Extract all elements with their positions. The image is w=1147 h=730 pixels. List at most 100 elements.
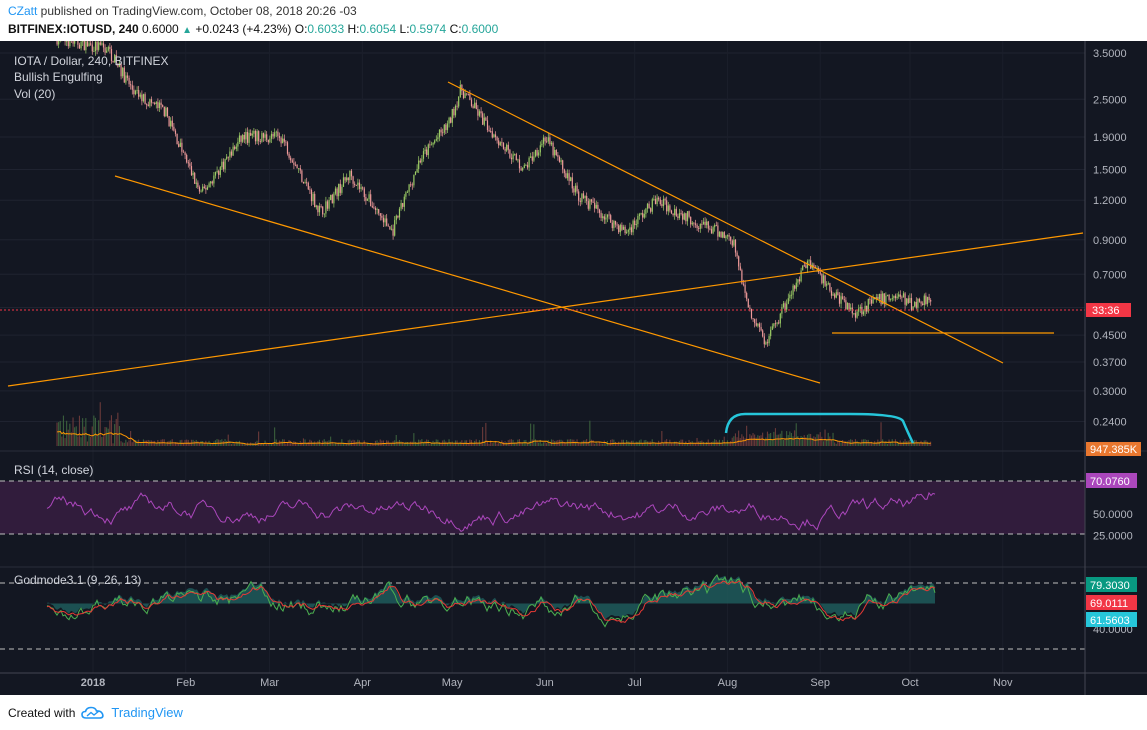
volume-bar <box>379 439 381 446</box>
candle-body <box>755 323 757 326</box>
author-link[interactable]: CZatt <box>8 4 38 18</box>
candle-body <box>203 186 205 189</box>
candle-body <box>701 224 703 225</box>
candle-body <box>485 117 487 121</box>
candle-body <box>222 161 225 170</box>
candle-body <box>162 105 164 107</box>
candle-body <box>749 307 751 309</box>
volume-bar <box>176 442 178 446</box>
candle-body <box>362 187 364 189</box>
candle-body <box>427 144 429 156</box>
candle-body <box>459 84 461 97</box>
candle-body <box>925 295 927 304</box>
candle-body <box>466 93 468 95</box>
volume-bar <box>414 441 416 446</box>
volume-bar <box>302 438 304 446</box>
candle-body <box>928 296 930 300</box>
candle-body <box>810 260 812 269</box>
candle-body <box>741 270 743 284</box>
candle-body <box>861 306 863 315</box>
trendlines <box>0 81 1085 444</box>
candle-body <box>74 41 76 44</box>
volume-bar <box>64 438 66 446</box>
candle-body <box>650 208 652 212</box>
volume-bar <box>883 442 885 446</box>
candle-body <box>133 89 135 95</box>
volume-bar <box>690 441 692 446</box>
candle-body <box>173 126 175 131</box>
volume-bar <box>912 442 914 446</box>
volume-bar <box>251 443 253 446</box>
candle-body <box>405 192 407 197</box>
candle-body <box>611 222 613 229</box>
price-tick-label: 0.3700 <box>1093 357 1127 369</box>
candle-body <box>347 177 349 181</box>
volume-bar <box>579 443 581 446</box>
volume-bar <box>928 443 930 446</box>
candle-body <box>117 63 119 67</box>
volume-bar <box>370 442 372 446</box>
godmode-value-3-box <box>1086 612 1137 627</box>
countdown-label-box <box>1086 303 1131 317</box>
candle-body <box>766 342 769 344</box>
candle-body <box>426 149 428 156</box>
candle-body <box>648 203 650 209</box>
tradingview-link[interactable]: TradingView <box>111 705 183 720</box>
volume-bar <box>227 434 229 446</box>
candle-body <box>675 208 677 217</box>
candle-body <box>885 295 887 304</box>
candle-body <box>242 134 244 142</box>
candle-body <box>131 85 133 90</box>
candle-body <box>600 212 602 218</box>
volume-bar <box>482 427 484 446</box>
volume-bar <box>893 443 895 446</box>
time-axis[interactable]: 2018 Feb Mar Apr May Jun Jul Aug Sep Oct Nov <box>81 677 1013 689</box>
candle-body <box>323 213 325 215</box>
candle-body <box>422 151 425 159</box>
candle-body <box>770 329 772 337</box>
volume-bar <box>629 441 631 446</box>
published-text: published on TradingView.com, October 08… <box>37 4 357 18</box>
upper-trendline[interactable] <box>447 81 1004 364</box>
candle-body <box>357 182 359 186</box>
volume-bar <box>110 415 112 446</box>
candle-body <box>910 298 913 311</box>
candle-body <box>920 301 922 304</box>
candle-body <box>698 227 700 229</box>
volume-bar <box>733 436 735 446</box>
candle-body <box>502 142 505 149</box>
volume-bar <box>597 443 599 446</box>
volume-bar <box>352 439 354 446</box>
candle-body <box>635 224 637 226</box>
candle-body <box>538 152 540 156</box>
time-tick-label: Apr <box>354 677 371 689</box>
candle-body <box>456 105 458 107</box>
candle-body <box>99 42 101 45</box>
high-label: H: <box>347 22 360 36</box>
candle-body <box>642 213 644 218</box>
volume-bar <box>600 443 602 446</box>
volume-bar <box>248 443 250 446</box>
volume-bar <box>536 440 538 446</box>
volume-bar <box>541 443 543 446</box>
candle-body <box>381 215 383 218</box>
volume-bar <box>595 442 597 446</box>
candle-body <box>475 102 477 109</box>
volume-bar <box>602 443 604 446</box>
lower-trendline[interactable] <box>114 175 821 384</box>
candle-body <box>878 293 881 300</box>
volume-bar <box>59 420 61 446</box>
volume-bar <box>483 440 485 446</box>
candle-body <box>168 116 170 127</box>
candle-body <box>510 157 513 160</box>
chart-canvas[interactable]: 3.5000 2.5000 1.9000 1.5000 1.2000 0.9000 0.70… <box>0 41 1147 695</box>
candle-body <box>154 102 156 105</box>
volume-bar <box>146 440 148 446</box>
candle-body <box>898 294 900 297</box>
candle-body <box>453 108 455 116</box>
volume-bar <box>240 443 242 446</box>
candle-body <box>150 99 153 103</box>
candle-body <box>235 146 237 149</box>
volume-bar <box>211 443 213 446</box>
candle-body <box>744 284 746 293</box>
